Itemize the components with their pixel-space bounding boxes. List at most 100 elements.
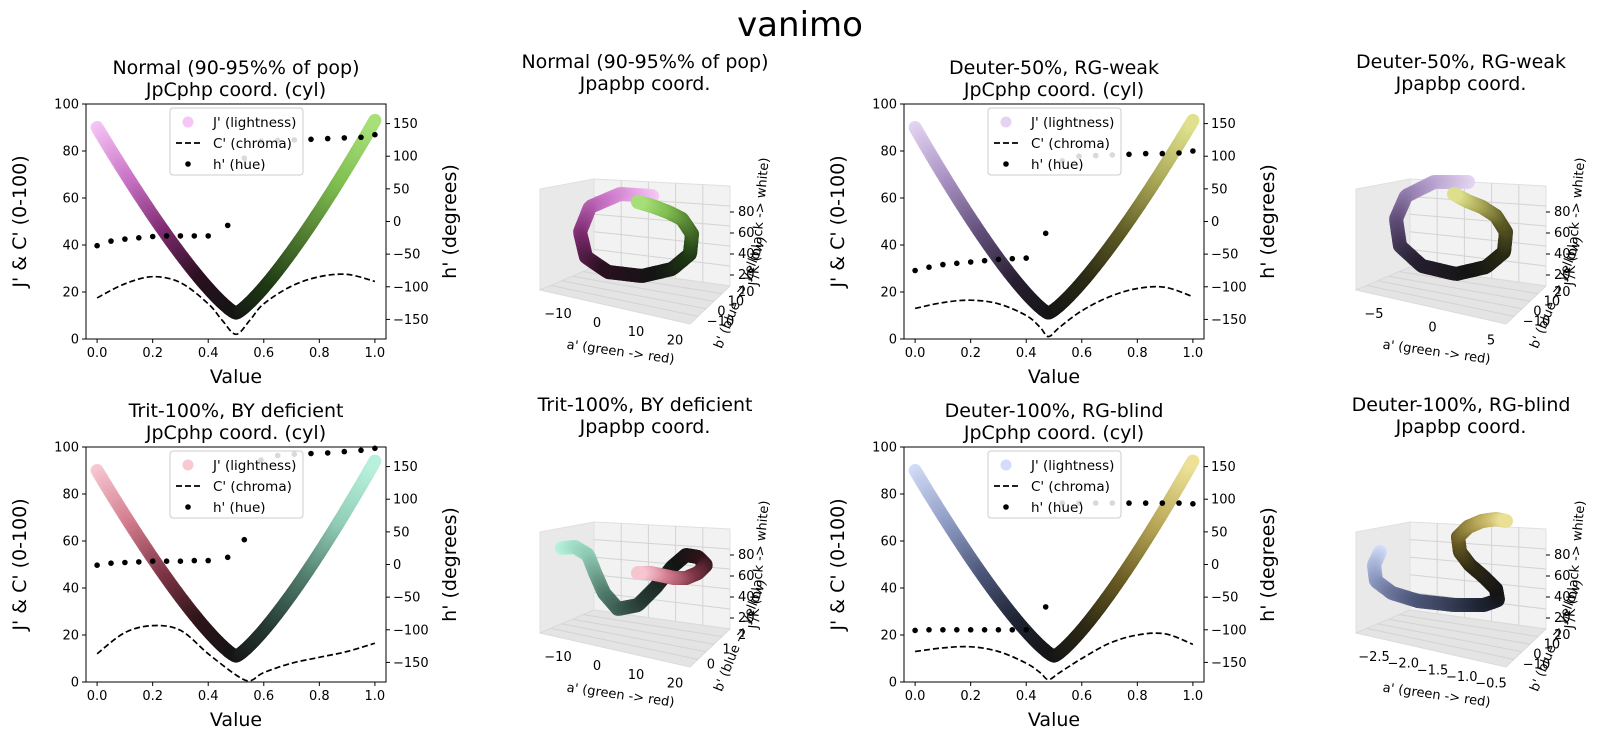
x-tick-label: 0.4 xyxy=(198,346,219,361)
y-tick-label: 100 xyxy=(54,98,79,113)
legend: J' (lightness) C' (chroma) h' (hue) xyxy=(169,107,304,176)
z-tick-label: 80 xyxy=(738,548,755,563)
y-tick-label: 20 xyxy=(62,629,79,644)
y-tick-label: 10 xyxy=(728,295,745,310)
z-tick-label: 20 xyxy=(738,611,755,626)
y-tick-label: 0 xyxy=(707,657,715,672)
panel-title-line1: Deuter-50%, RG-weak xyxy=(949,57,1159,79)
legend: J' (lightness) C' (chroma) h' (hue) xyxy=(169,450,304,519)
panel-title-line1: Deuter-100%, RG-blind xyxy=(945,400,1164,422)
legend-lightness-label: J' (lightness) xyxy=(1030,458,1114,474)
y2-tick-label: −150 xyxy=(393,313,429,328)
grid-line xyxy=(1409,539,1547,550)
y-tick-label: 10 xyxy=(1544,638,1561,653)
y-tick-label: 0 xyxy=(889,333,897,348)
hue-point xyxy=(1159,500,1166,506)
hue-point xyxy=(940,261,946,268)
hue-point xyxy=(358,447,364,454)
hue-point xyxy=(967,627,974,633)
y2-tick-label: −50 xyxy=(1211,591,1238,606)
grid-line xyxy=(550,284,699,317)
y2-tick-label: −100 xyxy=(393,623,429,638)
legend-chroma-label: C' (chroma) xyxy=(213,136,292,152)
hue-point xyxy=(981,627,988,633)
y2-tick-label: 0 xyxy=(1211,558,1219,573)
chroma-line xyxy=(914,285,1194,338)
panel-title-line2: JpCphp coord. (cyl) xyxy=(145,79,326,101)
y-tick-label: 20 xyxy=(1554,285,1571,300)
hue-point xyxy=(995,627,1002,633)
z-tick-label: 20 xyxy=(1554,268,1571,283)
y2-tick-label: −50 xyxy=(393,591,420,606)
x-tick-label: 0.6 xyxy=(1071,689,1092,704)
y2-tick-label: −100 xyxy=(1211,623,1247,638)
y-tick-label: 40 xyxy=(62,582,79,597)
x-axis-label: a' (green -> red) xyxy=(1382,338,1492,368)
y-tick-label: 60 xyxy=(62,535,79,550)
y-tick-label: 0 xyxy=(1533,648,1541,663)
grid-line xyxy=(550,627,699,660)
hue-point xyxy=(926,264,932,271)
hue-point xyxy=(954,260,960,267)
y2-tick-label: 100 xyxy=(1211,150,1236,165)
grid-line xyxy=(1366,627,1515,660)
x-tick-label: 1.0 xyxy=(1183,689,1204,704)
legend-lightness-label: J' (lightness) xyxy=(1030,115,1114,131)
x-tick-label: −0.5 xyxy=(1475,677,1507,692)
y-tick-label: 20 xyxy=(738,285,755,300)
hue-point xyxy=(163,233,170,239)
y2-tick-label: 50 xyxy=(1211,182,1228,197)
grid-line xyxy=(593,248,731,267)
legend-chroma-label: C' (chroma) xyxy=(1031,136,1110,152)
y2-axis-label: h' (degrees) xyxy=(439,164,461,279)
grid-line xyxy=(1388,618,1531,645)
y-tick-label: 60 xyxy=(880,192,897,207)
y-tick-label: −10 xyxy=(1523,657,1550,672)
y-tick-label: 1 xyxy=(722,643,730,658)
hue-point xyxy=(1142,500,1149,506)
legend: J' (lightness) C' (chroma) h' (hue) xyxy=(987,450,1122,519)
hue-point xyxy=(1190,501,1196,507)
x-axis-label: a' (green -> red) xyxy=(566,338,676,368)
hue-point xyxy=(1023,627,1029,633)
z-tick-label: 60 xyxy=(1554,226,1571,241)
hue-point xyxy=(324,450,331,456)
y-tick-label: 0 xyxy=(889,676,897,691)
y2-tick-label: 150 xyxy=(1211,460,1236,475)
hue-point xyxy=(108,560,114,566)
hue-point xyxy=(163,558,170,564)
hue-point xyxy=(205,233,211,239)
hue-point xyxy=(372,445,378,452)
grid-line xyxy=(583,614,723,638)
x-tick-label: 1.0 xyxy=(365,689,386,704)
hue-point xyxy=(1009,255,1016,262)
legend-hue-marker xyxy=(185,161,191,167)
grid-line xyxy=(593,591,731,610)
z-tick-label: 40 xyxy=(1554,247,1571,262)
hue-point xyxy=(136,235,142,241)
y-tick-label: 100 xyxy=(872,98,897,113)
grid-line xyxy=(561,280,707,310)
panel-title-line2: JpCphp coord. (cyl) xyxy=(963,79,1144,101)
y-tick-label: 20 xyxy=(880,286,897,301)
grid-line xyxy=(593,539,731,550)
y2-tick-label: −150 xyxy=(1211,313,1247,328)
legend-box xyxy=(169,107,304,176)
y2-axis-label: h' (degrees) xyxy=(439,507,461,622)
legend-hue-marker xyxy=(1003,161,1009,167)
hue-point xyxy=(149,558,156,564)
z-tick-label: 60 xyxy=(738,569,755,584)
x-tick-label: 0.8 xyxy=(1127,689,1148,704)
grid-line xyxy=(572,275,715,302)
x-tick-label: 0.2 xyxy=(960,689,981,704)
z-axis-label: J'/K (black -> white) xyxy=(1562,500,1588,630)
y-tick-label: 2 xyxy=(738,628,746,643)
x-tick-label: 20 xyxy=(667,334,684,349)
hue-point xyxy=(108,238,114,244)
chroma-line xyxy=(96,624,376,682)
legend-box xyxy=(987,107,1122,176)
legend-lightness-marker xyxy=(182,116,194,128)
z-tick-label: 40 xyxy=(738,590,755,605)
